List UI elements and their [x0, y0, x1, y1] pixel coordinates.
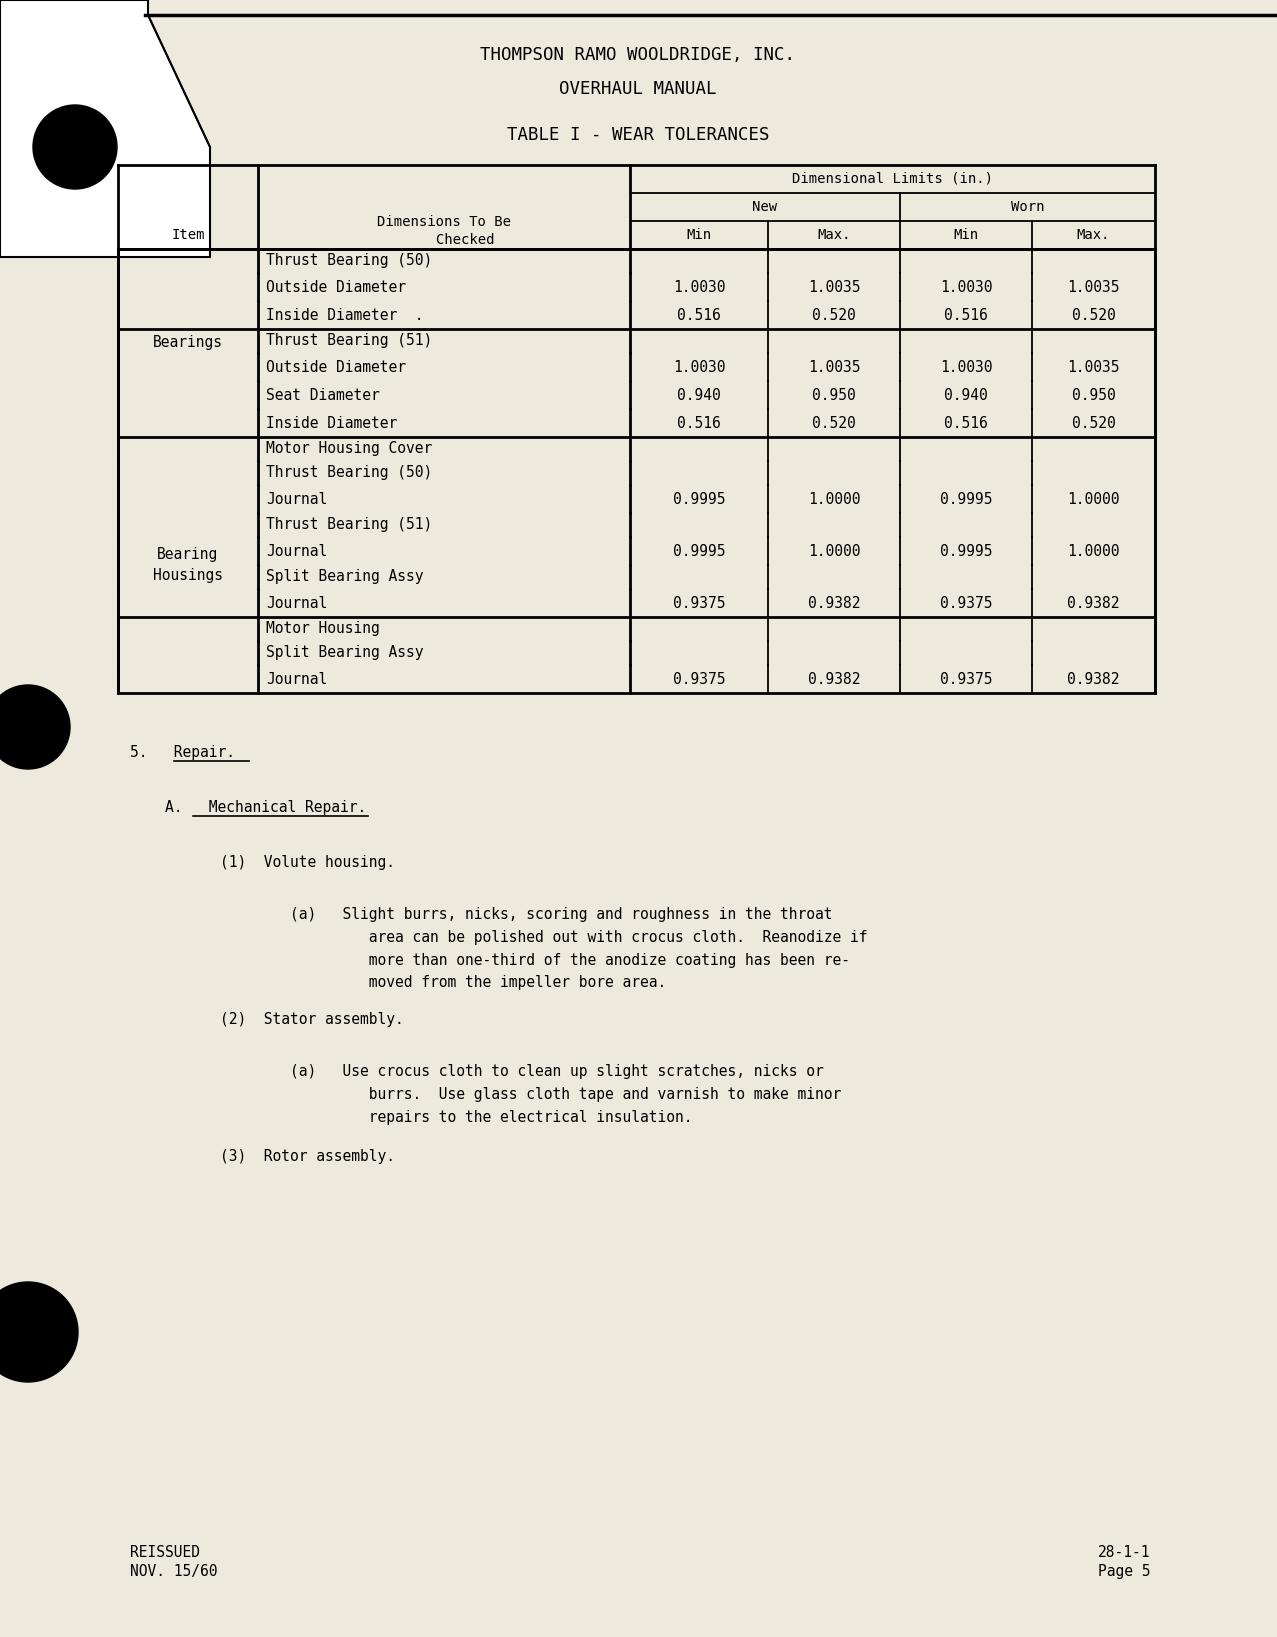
Text: Motor Housing Cover: Motor Housing Cover [266, 442, 432, 457]
Text: 0.950: 0.950 [812, 388, 856, 403]
Text: 0.9375: 0.9375 [940, 671, 992, 686]
Text: Journal: Journal [266, 543, 327, 558]
Text: 0.9995: 0.9995 [940, 491, 992, 506]
Text: 0.516: 0.516 [677, 416, 722, 431]
Text: Thrust Bearing (51): Thrust Bearing (51) [266, 517, 432, 532]
Text: Journal: Journal [266, 596, 327, 611]
Text: Seat Diameter: Seat Diameter [266, 388, 379, 403]
Text: New: New [752, 200, 778, 214]
Text: 1.0030: 1.0030 [940, 280, 992, 295]
Text: 0.9375: 0.9375 [673, 671, 725, 686]
Text: 1.0035: 1.0035 [808, 280, 861, 295]
Text: 0.950: 0.950 [1071, 388, 1115, 403]
Text: 0.9382: 0.9382 [808, 596, 861, 611]
Text: Motor Housing: Motor Housing [266, 622, 379, 637]
Text: 1.0030: 1.0030 [940, 360, 992, 375]
Text: 0.940: 0.940 [944, 388, 988, 403]
Text: 0.9995: 0.9995 [940, 543, 992, 558]
Text: NOV. 15/60: NOV. 15/60 [130, 1563, 217, 1580]
Text: Journal: Journal [266, 491, 327, 506]
Text: Min: Min [954, 228, 978, 242]
Text: 0.9382: 0.9382 [808, 671, 861, 686]
Text: (2)  Stator assembly.: (2) Stator assembly. [220, 1012, 404, 1026]
Text: 1.0030: 1.0030 [673, 360, 725, 375]
Text: 1.0035: 1.0035 [808, 360, 861, 375]
Text: 0.516: 0.516 [944, 416, 988, 431]
Circle shape [33, 105, 117, 188]
Text: 0.516: 0.516 [677, 308, 722, 322]
Text: 0.516: 0.516 [944, 308, 988, 322]
Text: Outside Diameter: Outside Diameter [266, 280, 406, 295]
Text: Max.: Max. [1077, 228, 1110, 242]
Text: (a)   Use crocus cloth to clean up slight scratches, nicks or
         burrs.  U: (a) Use crocus cloth to clean up slight … [290, 1064, 842, 1125]
Text: 5.   Repair.: 5. Repair. [130, 745, 235, 760]
Text: 1.0000: 1.0000 [1068, 491, 1120, 506]
Text: Inside Diameter  .: Inside Diameter . [266, 308, 424, 322]
Text: 0.520: 0.520 [812, 308, 856, 322]
Text: 0.9995: 0.9995 [673, 543, 725, 558]
Text: Journal: Journal [266, 671, 327, 686]
Text: REISSUED: REISSUED [130, 1545, 200, 1560]
Circle shape [0, 1282, 78, 1382]
Text: 0.520: 0.520 [812, 416, 856, 431]
Text: THOMPSON RAMO WOOLDRIDGE, INC.: THOMPSON RAMO WOOLDRIDGE, INC. [480, 46, 796, 64]
Text: Inside Diameter: Inside Diameter [266, 416, 397, 431]
Text: Min: Min [687, 228, 711, 242]
Text: Outside Diameter: Outside Diameter [266, 360, 406, 375]
Text: 0.520: 0.520 [1071, 416, 1115, 431]
Text: 1.0035: 1.0035 [1068, 360, 1120, 375]
Text: TABLE I - WEAR TOLERANCES: TABLE I - WEAR TOLERANCES [507, 126, 769, 144]
Text: 0.9375: 0.9375 [940, 596, 992, 611]
Text: 1.0000: 1.0000 [1068, 543, 1120, 558]
Text: Bearing
Housings: Bearing Housings [153, 547, 223, 583]
Text: (3)  Rotor assembly.: (3) Rotor assembly. [220, 1149, 395, 1164]
Text: 1.0000: 1.0000 [808, 491, 861, 506]
Text: 0.9375: 0.9375 [673, 596, 725, 611]
Text: 0.9382: 0.9382 [1068, 671, 1120, 686]
Text: Thrust Bearing (51): Thrust Bearing (51) [266, 334, 432, 349]
Text: 28-1-1: 28-1-1 [1097, 1545, 1151, 1560]
Text: Split Bearing Assy: Split Bearing Assy [266, 645, 424, 660]
Text: Worn: Worn [1011, 200, 1045, 214]
Text: (1)  Volute housing.: (1) Volute housing. [220, 855, 395, 869]
Text: 1.0030: 1.0030 [673, 280, 725, 295]
Text: 0.520: 0.520 [1071, 308, 1115, 322]
Text: A.   Mechanical Repair.: A. Mechanical Repair. [165, 800, 366, 815]
Text: 1.0035: 1.0035 [1068, 280, 1120, 295]
Text: Item: Item [171, 228, 204, 242]
Text: Page 5: Page 5 [1097, 1563, 1151, 1580]
Text: 0.9995: 0.9995 [673, 491, 725, 506]
Text: (a)   Slight burrs, nicks, scoring and roughness in the throat
         area can: (a) Slight burrs, nicks, scoring and rou… [290, 907, 867, 990]
Text: 1.0000: 1.0000 [808, 543, 861, 558]
Text: OVERHAUL MANUAL: OVERHAUL MANUAL [559, 80, 716, 98]
Text: Thrust Bearing (50): Thrust Bearing (50) [266, 254, 432, 268]
Polygon shape [0, 0, 209, 257]
Circle shape [0, 684, 70, 769]
Text: Split Bearing Assy: Split Bearing Assy [266, 570, 424, 584]
Text: Thrust Bearing (50): Thrust Bearing (50) [266, 465, 432, 481]
Text: Dimensional Limits (in.): Dimensional Limits (in.) [792, 172, 994, 187]
Text: Bearings: Bearings [153, 336, 223, 350]
Text: Max.: Max. [817, 228, 850, 242]
Text: Dimensions To Be
     Checked: Dimensions To Be Checked [377, 214, 511, 247]
Text: 0.9382: 0.9382 [1068, 596, 1120, 611]
Text: 0.940: 0.940 [677, 388, 722, 403]
